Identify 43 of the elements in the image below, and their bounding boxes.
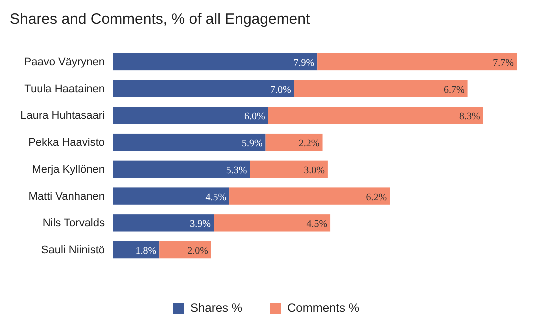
bar	[113, 188, 230, 205]
bar	[250, 160, 328, 178]
y-tick-label: Merja Kyllönen	[32, 164, 105, 176]
data-label: 5.3%	[226, 165, 248, 176]
y-tick-label: Tuula Haatainen	[24, 83, 105, 96]
data-label: 4.5%	[306, 219, 328, 230]
bar	[294, 80, 468, 98]
data-label: 2.2%	[298, 138, 320, 150]
bar	[113, 107, 268, 124]
y-tick-label: Pekka Haavisto	[28, 137, 105, 150]
bar	[160, 241, 212, 259]
data-label: 6.2%	[366, 192, 388, 204]
bar	[230, 188, 390, 205]
data-label: 6.7%	[444, 84, 465, 96]
bar	[268, 107, 484, 124]
bar	[214, 214, 331, 232]
y-tick-label: Paavo Väyrynen	[24, 56, 105, 68]
data-label: 8.3%	[459, 112, 480, 123]
legend-label: Shares %	[190, 301, 243, 315]
data-label: 2.0%	[188, 246, 208, 258]
legend-label: Comments %	[288, 301, 360, 315]
data-label: 6.0%	[244, 112, 266, 123]
bar	[113, 80, 294, 98]
y-tick-label: Laura Huhtasaari	[20, 110, 105, 122]
data-label: 4.5%	[206, 192, 227, 204]
y-tick-label: Nils Torvalds	[42, 218, 106, 230]
bar	[113, 241, 160, 259]
bar	[266, 134, 323, 152]
chart-title: Shares and Comments, % of all Engagement	[10, 11, 311, 28]
data-label: 7.0%	[270, 84, 292, 96]
data-label: 3.9%	[190, 219, 211, 230]
data-label: 1.8%	[136, 246, 157, 258]
data-label: 3.0%	[304, 165, 325, 176]
y-tick-label: Sauli Niinistö	[41, 244, 105, 257]
data-label: 7.7%	[493, 58, 514, 69]
y-tick-label: Matti Vanhanen	[28, 190, 105, 203]
bar	[318, 53, 517, 71]
bar	[113, 53, 318, 71]
bar	[113, 214, 214, 232]
data-label: 5.9%	[242, 138, 263, 150]
bar	[113, 134, 266, 152]
data-label: 7.9%	[294, 58, 315, 69]
bar	[113, 160, 250, 178]
